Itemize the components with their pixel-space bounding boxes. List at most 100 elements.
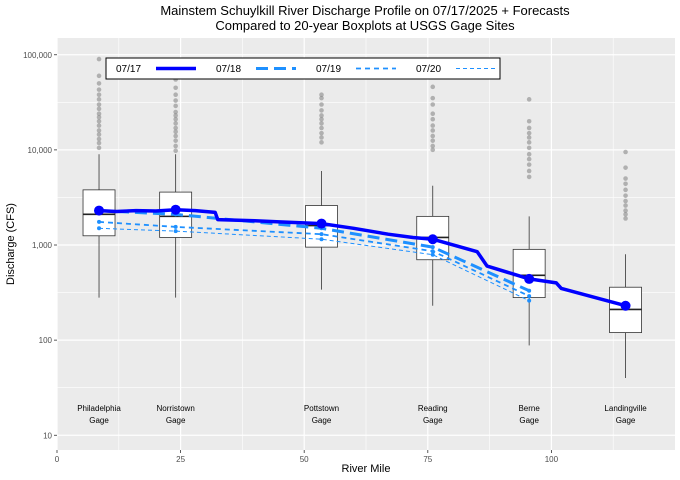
box-outlier-point <box>96 92 102 98</box>
box-outlier-point <box>319 116 324 122</box>
box-outlier-point <box>96 123 102 128</box>
series-marker <box>316 218 327 229</box>
box-outlier-point <box>173 143 178 149</box>
box-outlier-point <box>526 145 532 151</box>
box-outlier-point <box>173 98 178 103</box>
box-outlier-point <box>526 162 532 167</box>
box-outlier-point <box>319 130 324 136</box>
gage-name-label: Philadelphia <box>77 404 121 413</box>
box-outlier-point <box>430 84 436 90</box>
box-outlier-point <box>623 176 628 181</box>
box-outlier-point <box>319 121 324 126</box>
box-outlier-point <box>526 151 532 157</box>
y-tick-label: 100,000 <box>23 51 52 60</box>
box-outlier-point <box>96 97 102 102</box>
legend: 07/17 07/18 07/19 07/20 <box>105 57 501 80</box>
box-outlier-point <box>319 92 324 98</box>
series-lines <box>94 204 631 311</box>
box-outlier-point <box>173 113 178 118</box>
box-outlier-point <box>96 128 102 133</box>
legend-box <box>105 57 501 80</box>
series-line-07-20 <box>98 227 530 302</box>
box-outlier-point <box>430 128 436 133</box>
series-marker <box>430 252 435 257</box>
box-outlier-point <box>96 115 102 120</box>
box-outlier-point <box>526 135 532 140</box>
box-outlier-point <box>96 118 102 124</box>
box-outlier-point <box>96 136 102 142</box>
box-outlier-point <box>96 56 102 62</box>
legend-label: 07/17 <box>116 64 141 75</box>
box-outlier-point <box>173 85 178 91</box>
gage-labels: Philadelphia Gage Norristown Gage Pottstown G… <box>77 404 647 425</box>
box-outlier-point <box>319 108 324 113</box>
series-marker <box>527 294 532 299</box>
box-outlier-point <box>526 168 532 174</box>
series-marker <box>527 288 532 293</box>
box-outlier-point <box>96 132 102 137</box>
gage-type-label: Gage <box>519 416 539 425</box>
gage-type-label: Gage <box>423 416 443 425</box>
box-outlier-point <box>96 145 102 151</box>
box-outlier-point <box>430 147 436 153</box>
box-outlier-point <box>526 97 532 102</box>
box-outlier-point <box>430 95 436 101</box>
gage-name-label: Landingville <box>604 404 647 413</box>
box-outlier-point <box>623 187 628 193</box>
x-tick-label: 25 <box>176 455 185 464</box>
y-axis-title: Discharge (CFS) <box>5 203 17 285</box>
box-outlier-point <box>319 95 324 101</box>
y-tick-label: 10 <box>43 431 52 440</box>
box-outlier-point <box>623 208 628 213</box>
box-outlier-point <box>623 216 628 221</box>
box-outlier-point <box>319 135 324 140</box>
box-outlier-point <box>623 203 628 208</box>
box-outlier-point <box>526 118 532 124</box>
series-marker <box>173 224 178 229</box>
box-outlier-point <box>173 92 178 98</box>
box-outlier-point <box>430 123 436 128</box>
box-outlier-point <box>319 125 324 131</box>
box-outlier-point <box>526 130 532 136</box>
series-marker <box>430 245 435 250</box>
series-marker <box>170 204 181 215</box>
legend-label: 07/19 <box>316 64 341 75</box>
series-marker <box>430 249 435 254</box>
x-tick-label: 100 <box>545 455 559 464</box>
box-outlier-point <box>430 138 436 143</box>
chart-title-line2: Compared to 20-year Boxplots at USGS Gag… <box>215 18 515 33</box>
box-outlier-point <box>430 102 436 107</box>
box-outlier-point <box>96 102 102 107</box>
legend-label: 07/18 <box>216 64 241 75</box>
box-outlier-point <box>623 193 628 198</box>
box-outlier-point <box>173 116 178 122</box>
box-outlier-point <box>623 198 628 204</box>
box-outlier-point <box>96 81 102 86</box>
series-marker <box>427 234 438 245</box>
box-outlier-point <box>623 149 628 155</box>
box-outlier-point <box>526 156 532 162</box>
box-outlier-point <box>96 140 102 146</box>
gage-type-label: Gage <box>616 416 636 425</box>
axes: 10 100 1,000 10,000 100,000 0 25 50 75 100 <box>23 51 559 464</box>
x-tick-label: 75 <box>423 455 432 464</box>
box-outlier-point <box>430 111 436 117</box>
box-outlier-point <box>526 125 532 131</box>
box-outlier-point <box>319 113 324 118</box>
box-outlier-point <box>96 106 102 112</box>
gage-type-label: Gage <box>312 416 332 425</box>
series-marker <box>97 219 102 224</box>
x-tick-label: 0 <box>55 455 60 464</box>
series-marker <box>97 226 102 231</box>
box-outlier-point <box>623 181 628 187</box>
box-outlier-point <box>96 73 102 79</box>
gage-name-label: Norristown <box>157 404 195 413</box>
y-tick-label: 100 <box>39 336 53 345</box>
gage-type-label: Gage <box>166 416 186 425</box>
box-outlier-point <box>96 87 102 92</box>
series-line-07-19 <box>98 221 530 297</box>
box-outlier-point <box>319 140 324 145</box>
box-outlier-point <box>173 148 178 154</box>
box-outlier-point <box>173 103 178 109</box>
